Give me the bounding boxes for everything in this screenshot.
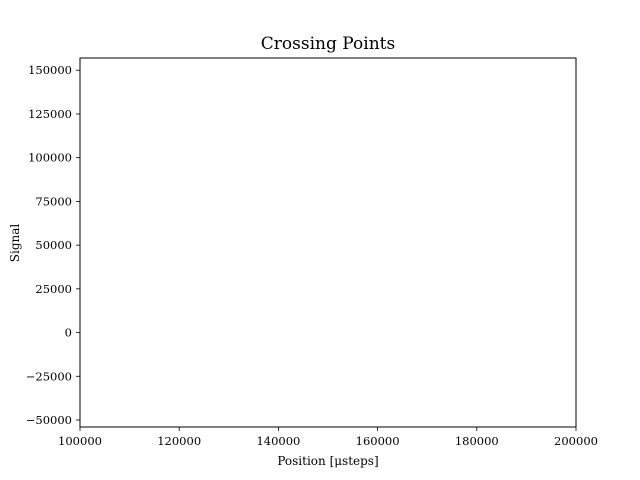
y-tick-label: 0 xyxy=(65,326,72,340)
y-axis-label: Signal xyxy=(8,224,22,263)
x-tick-label: 140000 xyxy=(256,434,300,448)
x-tick-label: 120000 xyxy=(157,434,201,448)
y-tick-label: −50000 xyxy=(26,413,72,427)
x-tick-label: 200000 xyxy=(554,434,598,448)
y-tick-label: 75000 xyxy=(35,194,72,208)
x-tick-label: 100000 xyxy=(58,434,102,448)
x-tick-label: 180000 xyxy=(455,434,499,448)
y-tick-label: 50000 xyxy=(35,238,72,252)
y-tick-label: −25000 xyxy=(26,369,72,383)
y-tick-label: 150000 xyxy=(28,63,72,77)
y-tick-label: 100000 xyxy=(28,151,72,165)
y-tick-label: 25000 xyxy=(35,282,72,296)
x-tick-label: 160000 xyxy=(356,434,400,448)
y-axis: −50000 −25000 0 25000 50000 75000 100000 125000… xyxy=(26,63,80,427)
y-tick-label: 125000 xyxy=(28,107,72,121)
chart-title: Crossing Points xyxy=(261,34,395,54)
x-axis-label: Position [μsteps] xyxy=(277,454,378,468)
plot-area xyxy=(79,57,577,428)
x-axis: 100000 120000 140000 160000 180000 200000 xyxy=(58,427,598,448)
